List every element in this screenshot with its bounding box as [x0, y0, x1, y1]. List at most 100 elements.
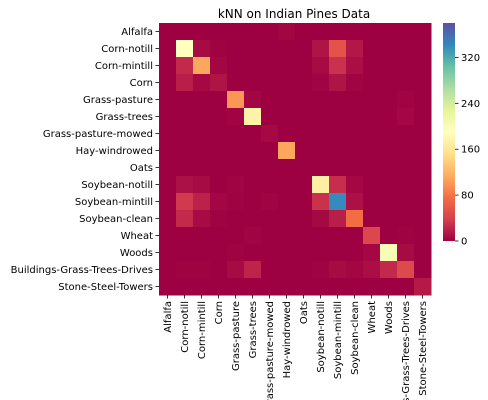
heatmap-cell: [414, 40, 432, 58]
x-tick-label: Soybean-mintill: [333, 301, 344, 379]
heatmap-cell: [210, 40, 228, 58]
heatmap-cell: [380, 74, 398, 92]
heatmap-cell: [346, 125, 364, 143]
heatmap-cell: [363, 23, 381, 41]
heatmap-cell: [278, 91, 296, 109]
heatmap-cell: [329, 91, 347, 109]
heatmap-cell: [295, 57, 313, 75]
heatmap-cell: [176, 57, 194, 75]
heatmap-cell: [261, 176, 279, 194]
heatmap-cell: [210, 244, 228, 262]
heatmap-cell: [346, 176, 364, 194]
heatmap-cell: [329, 159, 347, 177]
heatmap-cell: [363, 40, 381, 58]
heatmap-cell: [261, 210, 279, 228]
heatmap-cell: [159, 278, 177, 296]
heatmap-cell: [193, 159, 211, 177]
heatmap-cell: [159, 159, 177, 177]
heatmap-cell: [380, 176, 398, 194]
heatmap-cell: [397, 74, 415, 92]
heatmap-cell: [397, 108, 415, 126]
heatmap-cell: [397, 176, 415, 194]
heatmap-cell: [380, 125, 398, 143]
heatmap-cell: [380, 278, 398, 296]
heatmap-cell: [244, 108, 262, 126]
heatmap-cell: [295, 176, 313, 194]
heatmap-cell: [176, 91, 194, 109]
heatmap-cell: [346, 210, 364, 228]
heatmap-cell: [329, 176, 347, 194]
heatmap-cell: [227, 125, 245, 143]
heatmap-cell: [244, 40, 262, 58]
x-tick-label: Soybean-notill: [316, 301, 327, 373]
heatmap-cell: [329, 23, 347, 41]
y-tick-label: Grass-trees: [96, 112, 153, 123]
heatmap-cell: [363, 261, 381, 279]
heatmap-cell: [227, 142, 245, 160]
heatmap-cell: [312, 142, 330, 160]
heatmap-cell: [397, 261, 415, 279]
heatmap-cell: [159, 193, 177, 211]
heatmap-cell: [176, 159, 194, 177]
colorbar: [443, 23, 455, 241]
heatmap-cell: [278, 176, 296, 194]
heatmap-cell: [193, 23, 211, 41]
heatmap-cell: [312, 91, 330, 109]
heatmap-cell: [261, 108, 279, 126]
x-tick-label: Grass-pasture: [231, 301, 242, 371]
heatmap-cell: [312, 227, 330, 245]
heatmap-cell: [380, 142, 398, 160]
colorbar-ticks: 0 80 160 240 320: [455, 53, 480, 248]
heatmap-cell: [312, 193, 330, 211]
y-tick-label: Oats: [130, 163, 153, 174]
y-tick-label: Corn: [130, 78, 153, 89]
heatmap-cell: [261, 193, 279, 211]
heatmap-cell: [193, 193, 211, 211]
heatmap-cell: [278, 108, 296, 126]
heatmap-cell: [329, 244, 347, 262]
heatmap-cell: [397, 244, 415, 262]
heatmap-cell: [329, 210, 347, 228]
heatmap-cell: [414, 193, 432, 211]
heatmap-cell: [193, 227, 211, 245]
heatmap-cell: [210, 74, 228, 92]
heatmap-cell: [397, 210, 415, 228]
heatmap-cell: [346, 23, 364, 41]
heatmap-cell: [193, 108, 211, 126]
y-tick-label: Stone-Steel-Towers: [58, 282, 153, 293]
heatmap-cell: [227, 278, 245, 296]
heatmap-cell: [244, 74, 262, 92]
heatmap-cell: [261, 57, 279, 75]
heatmap-cell: [346, 74, 364, 92]
heatmap-cell: [193, 91, 211, 109]
heatmap-cell: [295, 278, 313, 296]
x-tick-labels: Alfalfa Corn-notill Corn-mintill Corn Grass-…: [163, 295, 429, 400]
heatmap-cell: [210, 57, 228, 75]
heatmap-cell: [414, 210, 432, 228]
heatmap-cell: [159, 142, 177, 160]
heatmap-cell: [176, 261, 194, 279]
heatmap-cell: [159, 244, 177, 262]
heatmap-cell: [176, 244, 194, 262]
heatmap-cell: [176, 142, 194, 160]
heatmap-cell: [312, 159, 330, 177]
heatmap-cell: [227, 227, 245, 245]
heatmap-cell: [176, 210, 194, 228]
heatmap-cell: [380, 40, 398, 58]
heatmap-cell: [244, 159, 262, 177]
colorbar-tick-label: 0: [461, 237, 467, 248]
heatmap-cell: [312, 57, 330, 75]
heatmap-cell: [414, 91, 432, 109]
heatmap-cell: [363, 244, 381, 262]
heatmap-cell: [176, 125, 194, 143]
heatmap-cell: [295, 261, 313, 279]
x-tick-label: Woods: [384, 301, 395, 334]
heatmap-cell: [278, 40, 296, 58]
heatmap-cell: [329, 227, 347, 245]
heatmap-cell: [244, 193, 262, 211]
heatmap-cell: [261, 227, 279, 245]
heatmap-cell: [159, 108, 177, 126]
heatmap-cell: [244, 244, 262, 262]
heatmap-cell: [227, 261, 245, 279]
heatmap-cell: [363, 91, 381, 109]
